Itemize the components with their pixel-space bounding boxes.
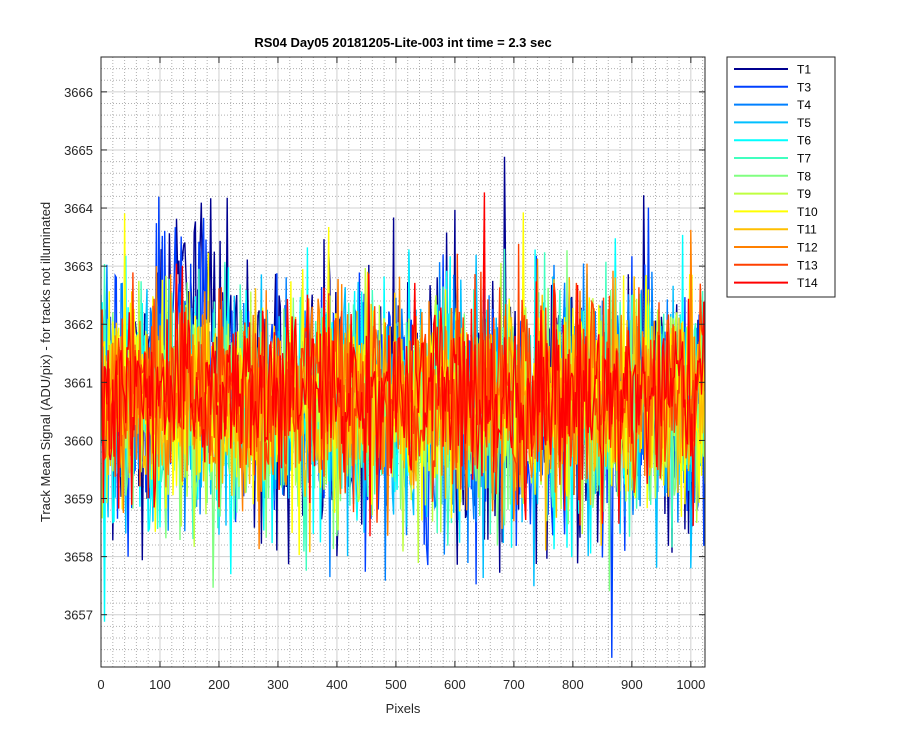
- x-tick-label: 400: [326, 677, 348, 692]
- legend: T1 T3 T4 T5 T6 T7 T8 T9 T10 T11 T12 T13 T14: [726, 56, 836, 298]
- y-tick-label: 3664: [64, 201, 93, 216]
- x-tick-label: 0: [97, 677, 104, 692]
- plot-frame: [100, 56, 706, 668]
- x-tick-label: 300: [267, 677, 289, 692]
- legend-label-t3: T3: [797, 80, 811, 94]
- y-tick-label: 3660: [64, 433, 93, 448]
- legend-label-t10: T10: [797, 205, 818, 219]
- x-tick-label: 700: [503, 677, 525, 692]
- x-tick-label: 800: [562, 677, 584, 692]
- y-axis-label: Track Mean Signal (ADU/pix) - for tracks…: [38, 202, 53, 522]
- y-tick-label: 3666: [64, 85, 93, 100]
- series-line-t14: [101, 192, 705, 537]
- y-tick-label: 3662: [64, 317, 93, 332]
- x-tick-label: 1000: [676, 677, 705, 692]
- x-tick-labels: 0 100 200 300 400 500 600 700 800 900 1000: [97, 677, 705, 692]
- legend-label-t14: T14: [797, 276, 818, 290]
- legend-label-t11: T11: [797, 223, 817, 237]
- y-tick-label: 3658: [64, 550, 93, 565]
- plot-area: [100, 56, 706, 668]
- series-layer: [101, 156, 705, 658]
- x-tick-label: 900: [621, 677, 643, 692]
- legend-label-t1: T1: [797, 63, 811, 77]
- legend-box: [726, 56, 836, 298]
- y-tick-label: 3663: [64, 259, 93, 274]
- x-axis-label: Pixels: [386, 701, 421, 716]
- y-tick-label: 3659: [64, 492, 93, 507]
- legend-label-t4: T4: [797, 98, 811, 112]
- x-tick-label: 200: [208, 677, 230, 692]
- legend-items: T1 T3 T4 T5 T6 T7 T8 T9 T10 T11 T12 T13 T14: [734, 63, 818, 290]
- x-tick-label: 600: [444, 677, 466, 692]
- y-tick-labels: 3657 3658 3659 3660 3661 3662 3663 3664 3665 3666: [64, 85, 93, 623]
- legend-label-t8: T8: [797, 169, 811, 183]
- y-tick-label: 3661: [64, 375, 93, 390]
- legend-label-t5: T5: [797, 116, 811, 130]
- legend-label-t13: T13: [797, 258, 818, 272]
- legend-label-t12: T12: [797, 241, 818, 255]
- legend-label-t7: T7: [797, 152, 811, 166]
- legend-label-t9: T9: [797, 187, 811, 201]
- x-tick-label: 500: [385, 677, 407, 692]
- chart-title: RS04 Day05 20181205-Lite-003 int time = …: [254, 35, 551, 50]
- legend-label-t6: T6: [797, 134, 811, 148]
- tick-marks: [100, 57, 705, 667]
- y-tick-label: 3665: [64, 143, 93, 158]
- y-tick-label: 3657: [64, 608, 93, 623]
- x-tick-label: 100: [149, 677, 171, 692]
